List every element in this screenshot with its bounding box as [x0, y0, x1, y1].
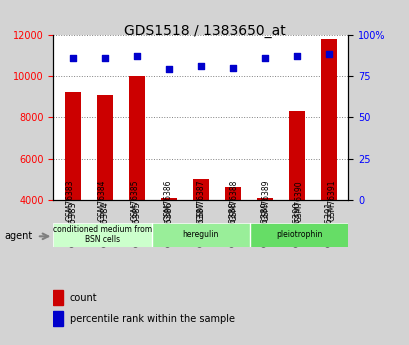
Point	[69, 55, 76, 60]
Point	[165, 67, 172, 72]
Point	[197, 63, 204, 69]
Text: GSM76389: GSM76389	[261, 180, 270, 221]
Bar	[53, 290, 63, 305]
Text: count: count	[70, 293, 97, 303]
Text: GSM76385: GSM76385	[130, 180, 139, 221]
Text: GSM76384: GSM76384	[98, 180, 107, 221]
Text: pleiotrophin: pleiotrophin	[275, 230, 322, 239]
Point	[293, 53, 300, 59]
FancyBboxPatch shape	[151, 223, 249, 247]
FancyBboxPatch shape	[249, 223, 348, 247]
Bar	[128, 76, 144, 200]
Text: GSM76388: GSM76388	[229, 180, 238, 221]
Text: heregulin: heregulin	[182, 230, 218, 239]
Text: agent: agent	[4, 231, 32, 241]
Point	[229, 65, 236, 70]
Bar	[225, 187, 240, 200]
Point	[261, 55, 268, 60]
Text: conditioned medium from
BSN cells: conditioned medium from BSN cells	[53, 225, 152, 244]
Text: GSM76383: GSM76383	[65, 180, 74, 221]
Bar	[160, 198, 176, 200]
Text: GSM76387: GSM76387	[196, 180, 205, 221]
Bar	[53, 311, 63, 326]
Bar	[97, 95, 112, 200]
Bar	[192, 179, 209, 200]
Text: GDS1518 / 1383650_at: GDS1518 / 1383650_at	[124, 24, 285, 38]
Bar	[288, 111, 304, 200]
Bar	[256, 198, 272, 200]
Point	[133, 53, 139, 59]
Text: percentile rank within the sample: percentile rank within the sample	[70, 314, 234, 324]
FancyBboxPatch shape	[53, 223, 151, 247]
Point	[101, 55, 108, 60]
Bar	[64, 92, 81, 200]
Text: GSM76386: GSM76386	[163, 180, 172, 221]
Bar	[320, 39, 337, 200]
Text: GSM76391: GSM76391	[327, 180, 336, 221]
Text: GSM76390: GSM76390	[294, 180, 303, 221]
Point	[325, 52, 332, 57]
